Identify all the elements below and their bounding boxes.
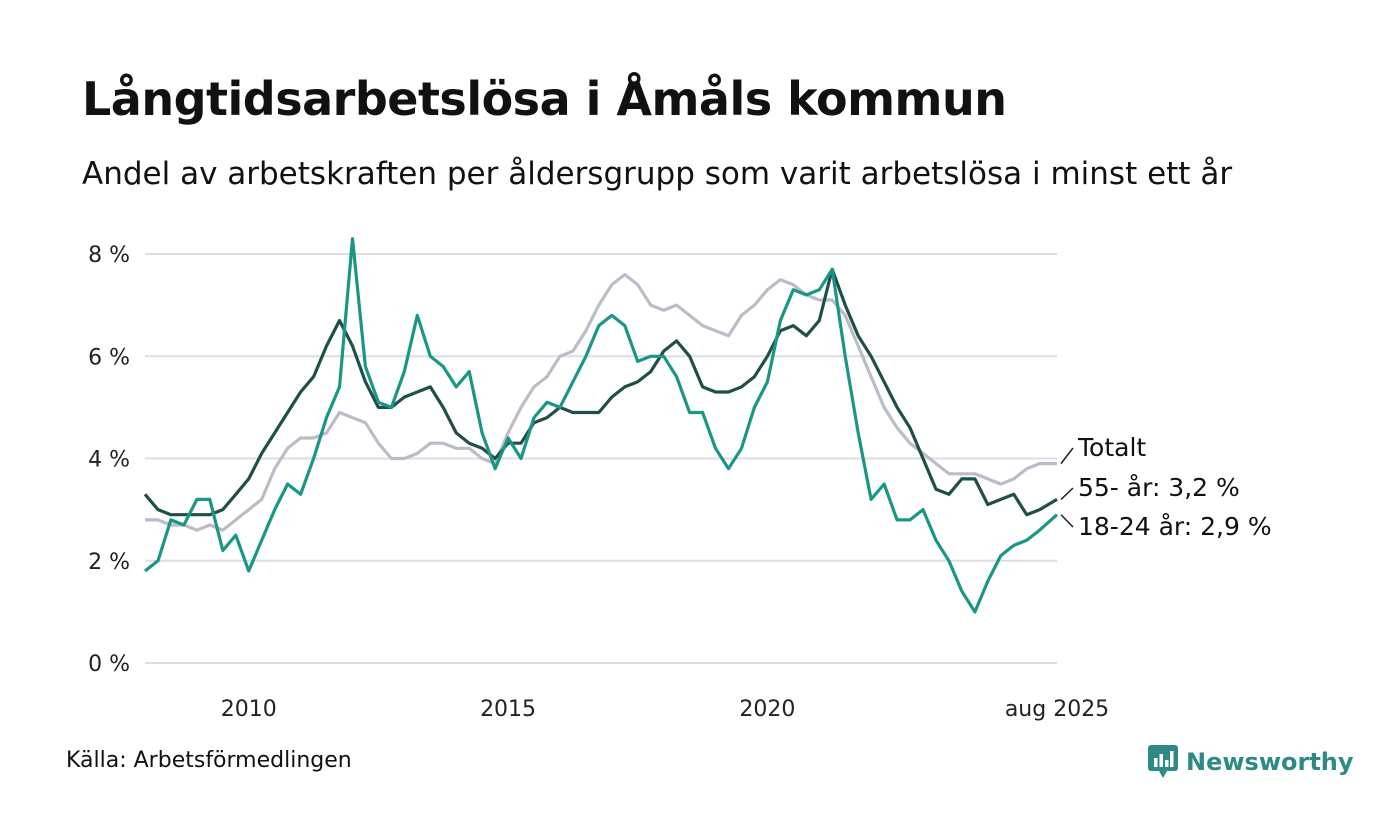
brand-logo: Newsworthy xyxy=(1148,744,1354,780)
series-line-0 xyxy=(145,272,1057,532)
x-tick-label: 2015 xyxy=(480,697,536,722)
y-tick-label: 6 % xyxy=(88,345,130,370)
y-axis: 0 % 2 % 4 % 6 % 8 % xyxy=(88,243,130,677)
y-tick-label: 0 % xyxy=(88,652,130,677)
end-label-leader xyxy=(1060,514,1074,528)
end-label-leader xyxy=(1060,487,1074,500)
x-tick-label: aug 2025 xyxy=(1005,697,1109,722)
x-tick-label: 2020 xyxy=(739,697,795,722)
brand-name: Newsworthy xyxy=(1186,748,1354,776)
y-tick-label: 2 % xyxy=(88,550,130,575)
x-axis: 2010 2015 2020 aug 2025 xyxy=(221,697,1109,722)
series-line-1 xyxy=(143,267,1058,517)
end-label: Totalt xyxy=(1077,433,1146,462)
y-tick-label: 4 % xyxy=(88,448,130,473)
y-tick-label: 8 % xyxy=(88,243,130,268)
end-label: 18-24 år: 2,9 % xyxy=(1078,512,1272,541)
series-lines xyxy=(143,237,1059,614)
series-line-2 xyxy=(144,237,1059,614)
chart-title: Långtidsarbetslösa i Åmåls kommun xyxy=(82,72,1007,126)
end-label-leader xyxy=(1060,447,1074,465)
grid-lines xyxy=(145,253,1057,664)
x-tick-label: 2010 xyxy=(221,697,277,722)
end-label: 55- år: 3,2 % xyxy=(1078,473,1240,502)
chart-subtitle: Andel av arbetskraften per åldersgrupp s… xyxy=(82,156,1233,192)
end-labels: Totalt 55- år: 3,2 % 18-24 år: 2,9 % xyxy=(1060,433,1272,541)
source-note: Källa: Arbetsförmedlingen xyxy=(66,748,352,773)
newsworthy-logo-icon xyxy=(1148,745,1178,778)
